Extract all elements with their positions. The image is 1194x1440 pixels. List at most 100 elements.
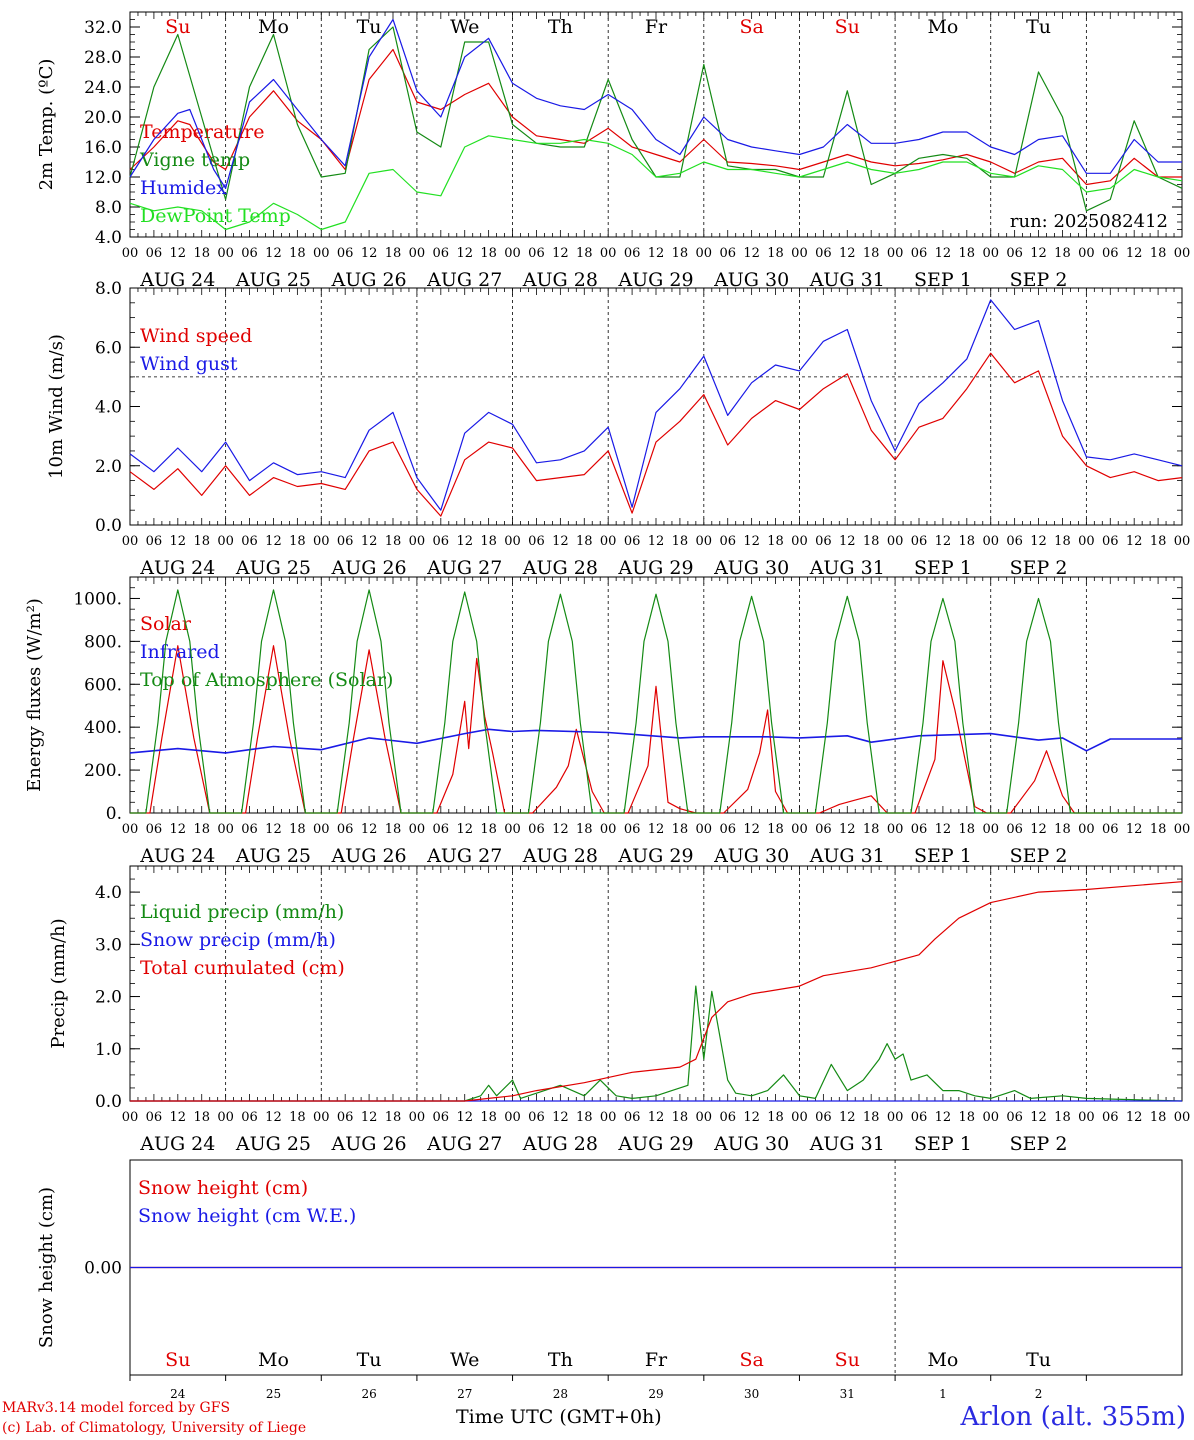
hour-tick-label: 12 (648, 534, 665, 549)
series-line-3 (130, 589, 1182, 814)
hour-tick-label: 00 (696, 534, 713, 549)
hour-tick-label: 18 (1054, 1110, 1071, 1125)
hour-tick-label: 12 (935, 1110, 952, 1125)
hour-tick-label: 12 (552, 534, 569, 549)
date-label: AUG 26 (331, 845, 407, 867)
day-footer: Fr (645, 1349, 668, 1371)
day-footer: Tu (1026, 1349, 1051, 1371)
y-tick-label: 2.0 (95, 457, 122, 477)
hour-tick-label: 00 (122, 1110, 139, 1125)
hour-tick-label: 00 (696, 246, 713, 261)
y-tick-label: 0.0 (95, 1092, 122, 1112)
hour-tick-label: 06 (433, 822, 450, 837)
date-label: AUG 27 (426, 1133, 502, 1155)
hour-tick-label: 06 (815, 822, 832, 837)
y-tick-label: 200. (84, 761, 122, 781)
hour-tick-label: 00 (982, 246, 999, 261)
hour-tick-label: 00 (504, 822, 521, 837)
hour-tick-label: 00 (1174, 534, 1191, 549)
y-tick-label: 1000. (73, 589, 122, 609)
legend-entry: Liquid precip (mm/h) (140, 901, 344, 923)
day-number: 2 (1035, 1387, 1043, 1401)
day-footer: Su (165, 1349, 190, 1371)
hour-tick-label: 00 (600, 246, 617, 261)
y-tick-label: 3.0 (95, 935, 122, 955)
day-header: Su (165, 16, 190, 38)
hour-tick-label: 12 (648, 246, 665, 261)
day-footer: Tu (357, 1349, 382, 1371)
day-header: Mo (258, 16, 289, 38)
hour-tick-label: 12 (265, 246, 282, 261)
legend-entry: Top of Atmosphere (Solar) (140, 669, 393, 691)
hour-tick-label: 12 (361, 534, 378, 549)
hour-tick-label: 00 (887, 246, 904, 261)
hour-tick-label: 00 (982, 822, 999, 837)
panel-frame (129, 576, 1183, 814)
hour-tick-label: 12 (1126, 534, 1143, 549)
hour-tick-label: 18 (385, 534, 402, 549)
y-tick-label: 24.0 (84, 78, 122, 98)
y-tick-label: 2.0 (95, 988, 122, 1008)
hour-tick-label: 00 (696, 1110, 713, 1125)
date-label: SEP 1 (914, 845, 972, 867)
hour-tick-label: 12 (170, 534, 187, 549)
day-header: Su (835, 16, 860, 38)
hour-tick-label: 06 (1102, 822, 1119, 837)
hour-tick-label: 00 (600, 534, 617, 549)
hour-tick-label: 06 (146, 1110, 163, 1125)
day-header: Mo (927, 16, 958, 38)
hour-tick-label: 12 (935, 534, 952, 549)
date-label: AUG 30 (713, 269, 789, 291)
date-label: AUG 27 (426, 269, 502, 291)
legend-entry: Snow height (cm W.E.) (138, 1205, 356, 1227)
hour-tick-label: 12 (552, 1110, 569, 1125)
hour-tick-label: 18 (385, 246, 402, 261)
y-tick-label: 20.0 (84, 108, 122, 128)
hour-tick-label: 18 (1054, 822, 1071, 837)
date-label: AUG 28 (522, 269, 598, 291)
panel-frame (129, 11, 1183, 238)
hour-tick-label: 06 (528, 1110, 545, 1125)
date-label: AUG 31 (809, 1133, 885, 1155)
hour-tick-label: 18 (193, 822, 210, 837)
series-line-1 (130, 985, 1183, 1102)
y-tick-label: 8.0 (95, 279, 122, 299)
hour-tick-label: 18 (863, 246, 880, 261)
hour-tick-label: 00 (1078, 1110, 1095, 1125)
hour-tick-label: 18 (1150, 246, 1167, 261)
hour-tick-label: 00 (122, 822, 139, 837)
hour-tick-label: 12 (839, 1110, 856, 1125)
y-axis-label: Precip (mm/h) (48, 918, 69, 1048)
legend-entry: Snow precip (mm/h) (140, 929, 336, 951)
hour-tick-label: 06 (337, 1110, 354, 1125)
hour-tick-label: 00 (122, 534, 139, 549)
date-label: AUG 29 (617, 269, 693, 291)
y-axis-label: Energy fluxes (W/m²) (24, 598, 45, 792)
date-label: AUG 24 (139, 269, 215, 291)
legend-entry: Temperature (140, 121, 264, 143)
date-label: AUG 25 (235, 1133, 311, 1155)
hour-tick-label: 18 (480, 822, 497, 837)
hour-tick-label: 18 (1150, 534, 1167, 549)
date-label: AUG 31 (809, 845, 885, 867)
panel-frame (129, 287, 1183, 526)
hour-tick-label: 06 (719, 1110, 736, 1125)
hour-tick-label: 18 (193, 246, 210, 261)
hour-tick-label: 00 (1174, 822, 1191, 837)
day-footer: Mo (258, 1349, 289, 1371)
day-number: 30 (744, 1387, 759, 1401)
hour-tick-label: 06 (719, 822, 736, 837)
series-line-4 (129, 135, 1183, 231)
hour-tick-label: 12 (743, 1110, 760, 1125)
hour-tick-label: 06 (1102, 246, 1119, 261)
legend-entry: Infrared (140, 641, 220, 663)
hour-tick-label: 00 (791, 1110, 808, 1125)
date-label: AUG 30 (713, 1133, 789, 1155)
hour-tick-label: 00 (409, 1110, 426, 1125)
hour-tick-label: 00 (791, 822, 808, 837)
hour-tick-label: 00 (504, 1110, 521, 1125)
hour-tick-label: 06 (815, 246, 832, 261)
series-line-1 (129, 48, 1182, 186)
y-tick-label: 6.0 (95, 338, 122, 358)
hour-tick-label: 06 (1006, 246, 1023, 261)
